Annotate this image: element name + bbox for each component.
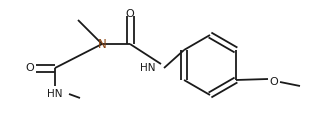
Text: O: O [26, 63, 35, 73]
Text: O: O [126, 9, 134, 19]
Text: HN: HN [47, 89, 63, 99]
Text: O: O [270, 77, 278, 87]
Text: N: N [98, 37, 106, 51]
Text: HN: HN [140, 63, 156, 73]
